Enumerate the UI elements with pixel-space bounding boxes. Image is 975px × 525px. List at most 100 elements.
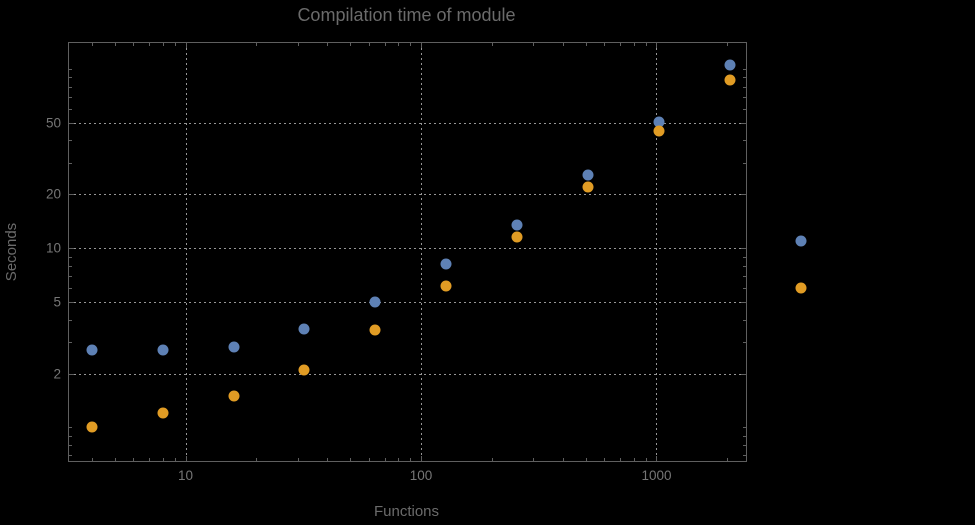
x-minor-tick	[410, 43, 412, 46]
x-minor-tick	[562, 458, 564, 461]
chart-title: Compilation time of module	[297, 5, 516, 25]
x-minor-tick	[114, 43, 116, 46]
y-tick-mark	[741, 302, 746, 304]
y-tick-label: 50	[45, 115, 61, 131]
x-minor-tick	[350, 43, 352, 46]
x-minor-tick	[384, 458, 386, 461]
y-tick-mark	[741, 123, 746, 125]
y-minor-tick	[69, 265, 72, 267]
y-minor-tick	[743, 455, 746, 457]
y-minor-tick	[69, 455, 72, 457]
y-minor-tick	[743, 77, 746, 79]
y-minor-tick	[743, 265, 746, 267]
series-orange-point	[582, 181, 594, 193]
x-minor-tick	[398, 458, 400, 461]
y-minor-tick	[743, 276, 746, 278]
y-minor-tick	[69, 140, 72, 142]
series-blue-point	[440, 258, 452, 270]
y-minor-tick	[743, 342, 746, 343]
series-blue-point	[86, 344, 98, 356]
series-blue-point	[724, 59, 736, 71]
y-minor-tick	[743, 319, 746, 321]
x-minor-tick	[368, 458, 370, 461]
x-minor-tick	[604, 458, 606, 461]
series-blue-point	[511, 219, 523, 231]
series-blue-point	[157, 344, 169, 356]
x-minor-tick	[727, 458, 729, 461]
y-minor-tick	[69, 256, 72, 258]
y-gridline	[69, 248, 746, 250]
x-minor-tick	[491, 43, 493, 46]
y-tick-label: 10	[45, 240, 61, 256]
x-minor-tick	[174, 458, 176, 461]
x-minor-tick	[384, 43, 386, 46]
x-gridline	[420, 43, 422, 461]
x-minor-tick	[114, 458, 116, 461]
x-minor-tick	[633, 43, 635, 46]
x-minor-tick	[491, 458, 493, 461]
y-tick-mark	[741, 194, 746, 196]
x-minor-tick	[585, 458, 587, 461]
y-minor-tick	[743, 162, 746, 164]
series-blue-point	[795, 235, 807, 247]
x-minor-tick	[162, 458, 164, 461]
y-gridline	[69, 123, 746, 125]
y-minor-tick	[69, 276, 72, 278]
y-minor-tick	[69, 435, 72, 437]
y-minor-tick	[743, 108, 746, 110]
x-minor-tick	[727, 43, 729, 46]
x-minor-tick	[91, 43, 93, 46]
series-blue-point	[369, 296, 381, 308]
x-minor-tick	[350, 458, 352, 461]
x-minor-tick	[533, 458, 535, 461]
series-orange-point	[369, 324, 381, 336]
y-tick-mark	[69, 373, 74, 375]
x-axis-label: Functions	[373, 503, 440, 520]
series-orange-point	[795, 282, 807, 294]
x-minor-tick	[562, 43, 564, 46]
x-minor-tick	[256, 458, 258, 461]
x-minor-tick	[174, 43, 176, 46]
x-tick-label: 10	[178, 468, 194, 483]
y-minor-tick	[69, 288, 72, 290]
series-orange-point	[228, 390, 240, 402]
y-gridline	[69, 373, 746, 375]
y-tick-mark	[741, 248, 746, 250]
series-orange-point	[86, 421, 98, 433]
series-orange-point	[653, 125, 665, 137]
y-minor-tick	[69, 319, 72, 321]
x-minor-tick	[585, 43, 587, 46]
y-tick-mark	[69, 123, 74, 125]
y-minor-tick	[743, 69, 746, 71]
y-minor-tick	[743, 86, 746, 88]
x-minor-tick	[619, 458, 621, 461]
x-minor-tick	[327, 43, 329, 46]
y-minor-tick	[69, 96, 72, 98]
x-minor-tick	[256, 43, 258, 46]
x-tick-label: 100	[409, 468, 433, 483]
y-tick-mark	[69, 194, 74, 196]
y-tick-label: 20	[45, 186, 61, 202]
y-minor-tick	[69, 342, 72, 343]
y-minor-tick	[743, 256, 746, 258]
x-minor-tick	[297, 43, 299, 46]
x-minor-tick	[645, 43, 647, 46]
x-minor-tick	[91, 458, 93, 461]
x-minor-tick	[645, 458, 647, 461]
x-minor-tick	[162, 43, 164, 46]
y-minor-tick	[69, 86, 72, 88]
x-minor-tick	[633, 458, 635, 461]
series-blue-point	[582, 169, 594, 181]
plot-area: 10 100 1000 2 5 10 20 50	[46, 42, 807, 483]
x-minor-tick	[133, 43, 135, 46]
y-minor-tick	[743, 96, 746, 98]
y-minor-tick	[69, 108, 72, 110]
y-gridline	[69, 302, 746, 304]
x-tick-mark	[656, 43, 658, 48]
series-blue-point	[298, 323, 310, 335]
y-minor-tick	[69, 444, 72, 446]
y-minor-tick	[743, 140, 746, 142]
y-tick-mark	[69, 302, 74, 304]
x-minor-tick	[327, 458, 329, 461]
